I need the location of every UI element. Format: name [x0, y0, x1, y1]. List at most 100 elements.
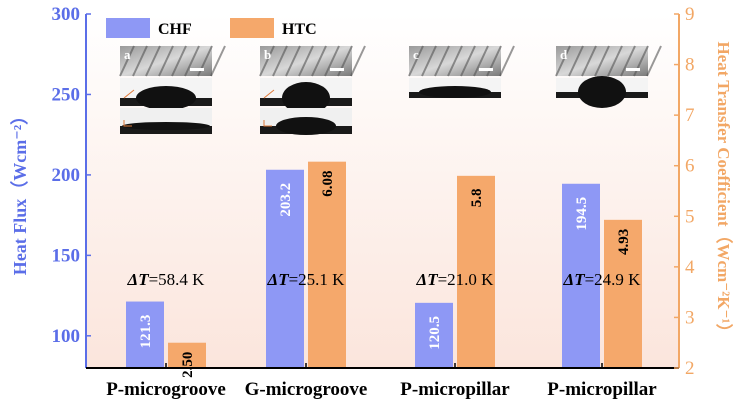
- droplet: [419, 86, 491, 98]
- scale-bar: [626, 68, 640, 71]
- chf-bar-label: 203.2: [278, 183, 294, 217]
- chf-bar: [126, 301, 164, 368]
- htc-bar-label: 6.08: [320, 171, 336, 197]
- sem-texture: [460, 45, 476, 77]
- x-tick-label: P-microgroove: [106, 379, 226, 400]
- y-tick-label-right: 4: [685, 257, 695, 278]
- sem-texture: [285, 45, 301, 77]
- htc-bar-label: 4.93: [616, 229, 632, 255]
- delta-t-value: =21.0 K: [438, 270, 495, 289]
- y-tick-label-left: 200: [52, 165, 81, 186]
- contact-angle-mark: [263, 120, 272, 127]
- sem-texture: [184, 45, 200, 77]
- delta-t-label: ΔT=24.9 K: [563, 270, 642, 289]
- htc-bar: [168, 342, 206, 368]
- sem-texture: [210, 45, 226, 77]
- y-axis-title-left: Heat Flux（Wcm⁻²）: [10, 107, 30, 275]
- delta-t-label: ΔT=21.0 K: [416, 270, 495, 289]
- sem-texture: [473, 45, 489, 77]
- inset-image: d: [555, 45, 662, 108]
- droplet: [136, 86, 196, 110]
- inset-letter: c: [413, 47, 419, 62]
- htc-bar: [604, 219, 642, 368]
- x-tick-label: P-micropillar: [400, 379, 510, 400]
- y-tick-label-right: 9: [685, 4, 695, 25]
- y-tick-label-left: 250: [52, 84, 81, 105]
- sem-texture: [421, 45, 437, 77]
- droplet: [276, 117, 336, 135]
- chf-bar: [266, 169, 304, 368]
- legend-swatch: [106, 18, 150, 38]
- sem-texture: [158, 45, 174, 77]
- droplet: [282, 82, 330, 114]
- sem-texture: [620, 45, 636, 77]
- x-tick-label: P-micropillar: [547, 379, 657, 400]
- y-tick-label-left: 300: [52, 4, 81, 25]
- droplet: [578, 76, 626, 108]
- inset-image: c: [408, 45, 515, 98]
- y-tick-label-right: 3: [685, 307, 695, 328]
- sem-texture: [298, 45, 314, 77]
- y-tick-label-right: 7: [685, 105, 695, 126]
- legend-label: CHF: [158, 21, 192, 38]
- htc-bar-label: 5.8: [469, 188, 485, 207]
- delta-t-symbol: ΔT: [127, 270, 150, 289]
- inset-image: b: [259, 45, 366, 135]
- delta-t-symbol: ΔT: [416, 270, 439, 289]
- delta-t-label: ΔT=25.1 K: [267, 270, 346, 289]
- legend-swatch: [230, 18, 274, 38]
- y-tick-label-left: 100: [52, 326, 81, 347]
- y-tick-label-left: 150: [52, 245, 81, 266]
- htc-bar: [457, 175, 495, 368]
- contact-angle-mark: [263, 89, 275, 99]
- sem-texture: [259, 45, 275, 77]
- delta-t-symbol: ΔT: [267, 270, 290, 289]
- sem-texture: [119, 45, 135, 77]
- sem-texture: [594, 45, 610, 77]
- chf-bar-label: 120.5: [427, 316, 443, 350]
- chf-bar: [562, 183, 600, 368]
- delta-t-value: =24.9 K: [585, 270, 642, 289]
- sem-texture: [581, 45, 597, 77]
- htc-bar-label: 2.50: [180, 352, 196, 378]
- y-tick-label-right: 5: [685, 206, 695, 227]
- sem-texture: [311, 45, 327, 77]
- legend-label: HTC: [282, 21, 317, 38]
- sem-texture: [350, 45, 366, 77]
- scale-bar: [330, 68, 344, 71]
- delta-t-symbol: ΔT: [563, 270, 586, 289]
- contact-angle-mark: [123, 120, 132, 127]
- sem-texture: [272, 45, 288, 77]
- x-tick-label: G-microgroove: [245, 379, 368, 400]
- sem-texture: [607, 45, 623, 77]
- sem-texture: [324, 45, 340, 77]
- sem-texture: [568, 45, 584, 77]
- y-tick-label-right: 8: [685, 55, 695, 76]
- sem-texture: [145, 45, 161, 77]
- y-tick-label-right: 2: [685, 358, 695, 379]
- chf-bar: [415, 302, 453, 368]
- delta-t-label: ΔT=58.4 K: [127, 270, 206, 289]
- chf-bar-label: 194.5: [574, 197, 590, 231]
- sem-texture: [132, 45, 148, 77]
- inset-letter: b: [264, 47, 271, 62]
- scale-bar: [479, 68, 493, 71]
- sem-texture: [447, 45, 463, 77]
- delta-t-value: =58.4 K: [149, 270, 206, 289]
- inset-letter: a: [124, 47, 131, 62]
- htc-bar: [308, 161, 346, 368]
- y-axis-title-right: Heat Transfer Coefficient（Wcm⁻²K⁻¹）: [714, 41, 734, 340]
- inset-letter: d: [560, 47, 568, 62]
- sem-texture: [646, 45, 662, 77]
- sem-texture: [555, 45, 571, 77]
- scale-bar: [190, 68, 204, 71]
- chf-bar-label: 121.3: [138, 315, 154, 349]
- sem-texture: [434, 45, 450, 77]
- sem-texture: [408, 45, 424, 77]
- contact-angle-mark: [123, 89, 135, 99]
- droplet: [122, 122, 210, 130]
- sem-texture: [499, 45, 515, 77]
- sem-texture: [171, 45, 187, 77]
- inset-image: a: [119, 45, 226, 134]
